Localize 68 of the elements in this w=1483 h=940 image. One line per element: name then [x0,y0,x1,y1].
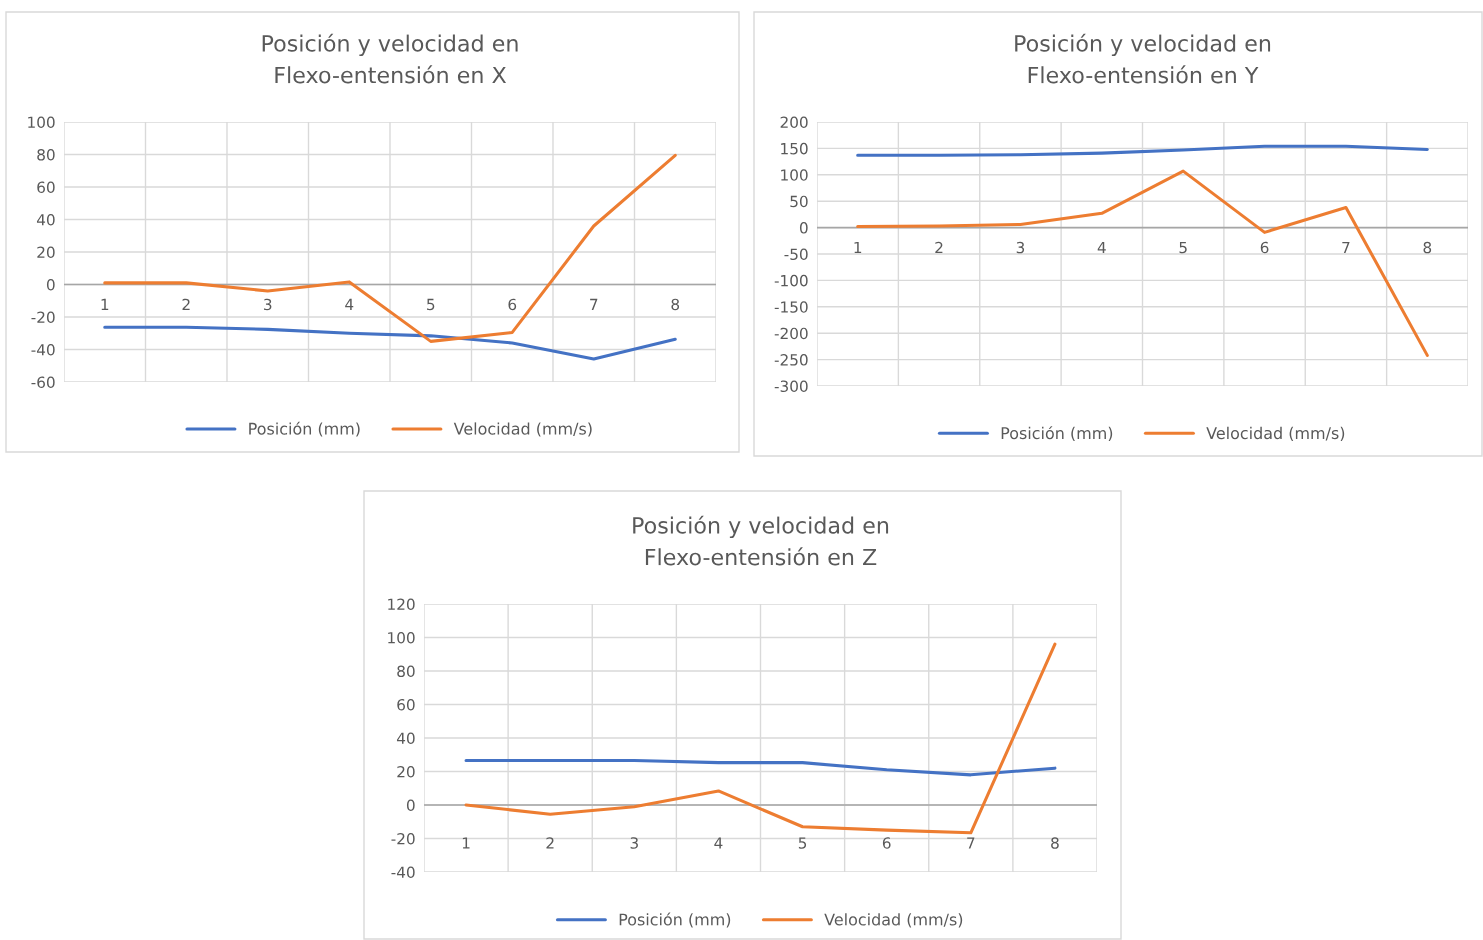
legend-label: Posición (mm) [619,912,731,928]
y-tick-label: -50 [784,248,808,261]
x-tick-label: 3 [264,298,272,311]
x-tick-label: 2 [935,241,943,254]
chart-title: Posición y velocidad en Flexo-entensión en Y [1015,33,1271,84]
x-tick-label: 1 [462,837,470,849]
x-tick-label: 1 [101,298,109,310]
y-tick-label: 20 [397,765,415,778]
y-tick-label: -150 [774,301,808,313]
y-tick-label: -250 [774,354,808,366]
y-tick-label: 0 [799,222,808,234]
line-series [464,642,1057,835]
y-tick-label: 20 [37,246,55,259]
chart-title: Posición y velocidad en Flexo-entensión en X [262,33,518,84]
y-tick-label: -20 [391,832,415,845]
y-tick-label: -40 [31,343,55,356]
legend-label: Posición (mm) [249,421,360,437]
y-tick-label: 50 [790,195,808,208]
x-tick-label: 4 [345,298,354,310]
x-tick-label: 5 [427,298,435,311]
line-series [464,758,1057,777]
x-tick-label: 3 [1016,241,1025,254]
x-tick-label: 5 [798,837,807,849]
x-tick-label: 8 [1423,241,1432,254]
x-tick-label: 2 [182,298,190,310]
y-tick-label: 40 [36,213,55,226]
x-tick-label: 2 [546,837,554,849]
x-tick-label: 7 [1342,241,1350,254]
y-tick-label: 60 [37,181,55,194]
x-tick-label: 6 [882,837,891,849]
y-tick-label: -20 [31,311,55,324]
x-tick-label: 1 [854,241,862,254]
legend-label: Velocidad (mm/s) [453,422,592,437]
y-tick-label: 100 [388,631,415,644]
y-tick-label: 200 [780,116,808,129]
x-tick-label: 8 [1051,837,1059,849]
y-tick-label: 80 [37,148,55,161]
y-tick-label: 0 [406,799,415,812]
x-tick-label: 4 [714,837,723,849]
x-tick-label: 6 [508,298,517,311]
x-tick-label: 7 [967,837,975,849]
y-tick-label: 80 [397,665,415,678]
x-tick-label: 3 [630,837,638,849]
y-tick-label: -40 [391,866,415,879]
y-tick-label: 60 [397,698,415,711]
legend-label: Velocidad (mm/s) [1206,426,1345,442]
line-series [856,144,1429,157]
x-tick-label: 8 [671,298,680,311]
line-series [103,153,677,343]
x-tick-label: 5 [1179,241,1187,254]
y-tick-label: 120 [388,598,415,611]
y-tick-label: 40 [396,732,415,745]
y-tick-label: -200 [774,327,808,340]
y-tick-label: -100 [774,274,808,287]
x-tick-label: 7 [590,298,598,310]
y-tick-label: 100 [28,116,55,129]
line-series [103,325,677,361]
y-tick-label: -300 [774,380,808,393]
x-tick-label: 4 [1097,241,1106,254]
y-tick-label: 100 [781,169,808,181]
legend-label: Posición (mm) [1001,426,1113,442]
y-tick-label: 0 [46,278,55,291]
legend-label: Velocidad (mm/s) [824,913,963,928]
y-tick-label: -60 [31,376,55,389]
chart-title: Posición y velocidad en Flexo-entensión en Z [633,515,889,566]
y-tick-label: 150 [781,142,808,155]
line-series [856,169,1429,357]
x-tick-label: 6 [1260,241,1269,254]
